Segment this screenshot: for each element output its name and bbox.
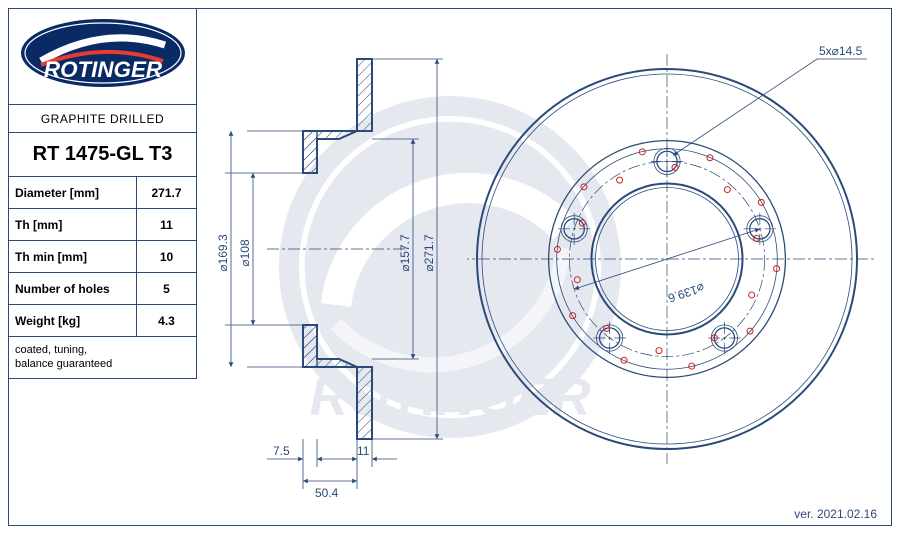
spec-value: 10 [137, 241, 196, 272]
spec-label: Th [mm] [9, 209, 137, 240]
spec-row: Weight [kg] 4.3 [9, 305, 196, 337]
drawing-area: 7.5 11 50.4 ⌀169.3 ⌀108 [197, 9, 891, 525]
dim-d108: ⌀108 [238, 239, 252, 267]
spec-label: Diameter [mm] [9, 177, 137, 208]
drawing-frame: ROTINGER ROTINGER ® GRAPHITE DRILLED RT … [8, 8, 892, 526]
dim-d157_7: ⌀157.7 [398, 234, 412, 272]
spec-label: Weight [kg] [9, 305, 137, 336]
dim-w7_5: 7.5 [273, 444, 290, 458]
dim-w11: 11 [357, 444, 370, 458]
spec-row: Diameter [mm] 271.7 [9, 177, 196, 209]
spec-label: Th min [mm] [9, 241, 137, 272]
dim-bcd: ⌀139.6 [666, 280, 706, 305]
logo-cell: ROTINGER ® [9, 9, 196, 105]
dim-d271_7: ⌀271.7 [422, 234, 436, 272]
section-view: 7.5 11 50.4 ⌀169.3 ⌀108 [207, 19, 457, 509]
dim-d169_3: ⌀169.3 [216, 234, 230, 272]
note: coated, tuning,balance guaranteed [9, 337, 196, 379]
svg-text:®: ® [177, 22, 186, 36]
dim-bolt-note: 5x⌀14.5 [819, 44, 863, 58]
spec-row: Th min [mm] 10 [9, 241, 196, 273]
brand-logo: ROTINGER ® [19, 17, 187, 97]
info-panel: ROTINGER ® GRAPHITE DRILLED RT 1475-GL T… [9, 9, 197, 379]
part-number: RT 1475-GL T3 [9, 133, 196, 177]
subtitle: GRAPHITE DRILLED [9, 105, 196, 133]
spec-value: 4.3 [137, 305, 196, 336]
spec-value: 11 [137, 209, 196, 240]
brand-text: ROTINGER [43, 57, 162, 82]
spec-label: Number of holes [9, 273, 137, 304]
front-view: 5x⌀14.5 ⌀139.6 [467, 19, 887, 509]
spec-row: Th [mm] 11 [9, 209, 196, 241]
version: ver. 2021.02.16 [794, 507, 877, 521]
spec-row: Number of holes 5 [9, 273, 196, 305]
dim-w50_4: 50.4 [315, 486, 339, 500]
spec-value: 271.7 [137, 177, 196, 208]
spec-value: 5 [137, 273, 196, 304]
